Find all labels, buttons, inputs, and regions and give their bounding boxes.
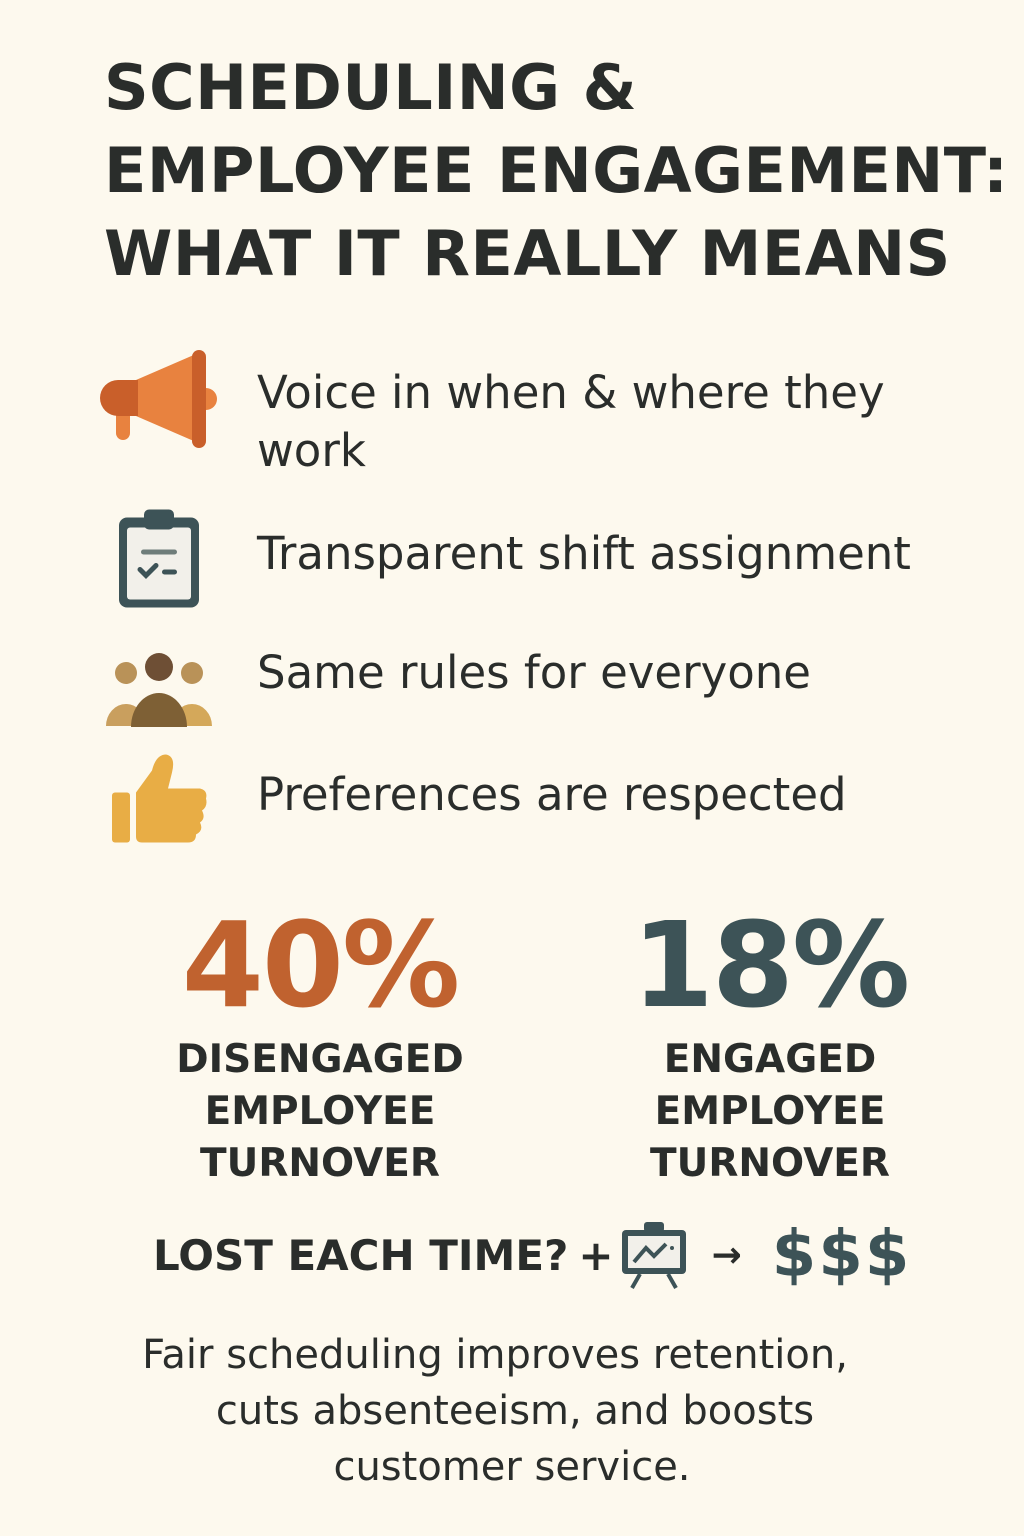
plus-sign: + [578,1230,614,1280]
stat-label: EMPLOYEE [654,1089,886,1134]
stat-label: TURNOVER [200,1141,440,1186]
list-item: Transparent shift assignment [100,505,1000,610]
item-text: Same rules for everyone [257,646,811,699]
footer-line: customer service. [333,1444,691,1490]
megaphone-icon [100,350,217,448]
title-line: SCHEDULING & [104,51,638,124]
money-symbols: $$$ [771,1218,912,1292]
stat-label: TURNOVER [650,1141,890,1186]
stat-disengaged: 40% DISENGAGED EMPLOYEE TURNOVER [140,900,500,1190]
title-line: WHAT IT REALLY MEANS [104,217,951,290]
list-item: Preferences are respected [100,750,1000,845]
clipboard-check-icon [119,509,199,608]
cost-equation: LOST EACH TIME? + → $$$ [153,1218,912,1292]
thumbs-up-icon [112,754,207,843]
training-board-icon [621,1222,686,1289]
list-item: Same rules for everyone [100,640,1000,727]
cost-text: LOST EACH TIME? [153,1230,569,1280]
stat-engaged: 18% ENGAGED EMPLOYEE TURNOVER [590,900,950,1190]
footer-line: Fair scheduling improves retention, [142,1332,848,1378]
arrow-icon: → [711,1234,742,1276]
item-text: Preferences are respected [257,768,847,821]
stat-label: ENGAGED [663,1037,877,1082]
title-line: EMPLOYEE ENGAGEMENT: [104,134,1009,207]
item-text: Transparent shift assignment [257,527,911,580]
footer-text: Fair scheduling improves retention, cuts… [0,1327,1000,1495]
stat-label: EMPLOYEE [204,1089,436,1134]
stat-label: DISENGAGED [176,1037,464,1082]
page-title: SCHEDULING & EMPLOYEE ENGAGEMENT: WHAT I… [104,46,1008,295]
list-item: Voice in when & where they work [100,350,1000,480]
footer-line: cuts absenteeism, and boosts [215,1388,815,1434]
group-icon [106,653,212,727]
stat-value: 40% [181,896,460,1034]
item-text: Voice in when & where they work [257,366,885,477]
stat-value: 18% [631,896,910,1034]
